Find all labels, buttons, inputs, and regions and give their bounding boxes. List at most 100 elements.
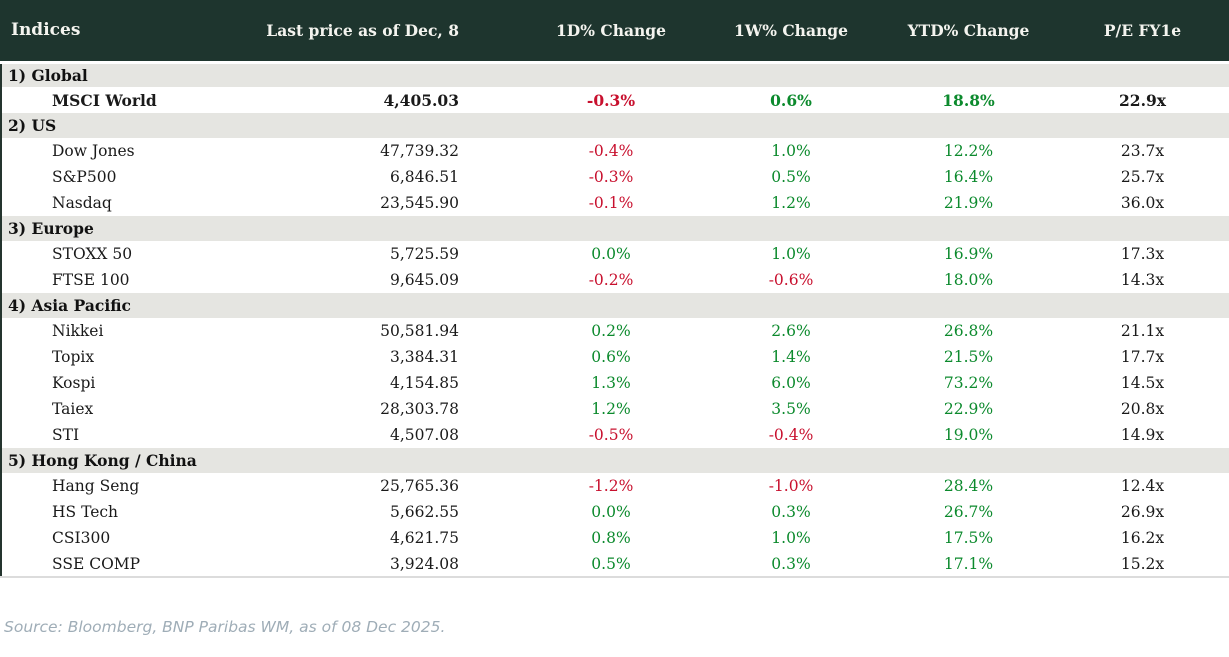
indices-table: Indices Last price as of Dec, 8 1D% Chan… xyxy=(0,0,1229,578)
index-name-cell: Taiex xyxy=(0,396,266,422)
d1-change-cell: 0.5% xyxy=(521,551,701,578)
last-price-cell: 3,924.08 xyxy=(266,551,521,578)
index-name-cell: STI xyxy=(0,422,266,448)
section-label: 4) Asia Pacific xyxy=(0,293,1229,318)
section-row: 5) Hong Kong / China xyxy=(0,448,1229,473)
column-header-1w-change: 1W% Change xyxy=(701,0,881,64)
table-row: Nikkei 50,581.94 0.2% 2.6% 26.8% 21.1x xyxy=(0,318,1229,344)
column-header-ytd-change: YTD% Change xyxy=(881,0,1056,64)
d1-change-cell: -0.4% xyxy=(521,138,701,164)
table-row: HS Tech 5,662.55 0.0% 0.3% 26.7% 26.9x xyxy=(0,499,1229,525)
table-row: SSE COMP 3,924.08 0.5% 0.3% 17.1% 15.2x xyxy=(0,551,1229,578)
w1-change-cell: 1.0% xyxy=(701,241,881,267)
table-row: S&P500 6,846.51 -0.3% 0.5% 16.4% 25.7x xyxy=(0,164,1229,190)
d1-change-cell: 0.0% xyxy=(521,499,701,525)
ytd-change-cell: 17.1% xyxy=(881,551,1056,578)
section-row: 4) Asia Pacific xyxy=(0,293,1229,318)
d1-change-cell: -0.3% xyxy=(521,87,701,113)
index-name-cell: CSI300 xyxy=(0,525,266,551)
index-name-cell: Nikkei xyxy=(0,318,266,344)
table-row: STI 4,507.08 -0.5% -0.4% 19.0% 14.9x xyxy=(0,422,1229,448)
pe-cell: 14.3x xyxy=(1056,267,1229,293)
ytd-change-cell: 17.5% xyxy=(881,525,1056,551)
w1-change-cell: 2.6% xyxy=(701,318,881,344)
table-row: FTSE 100 9,645.09 -0.2% -0.6% 18.0% 14.3x xyxy=(0,267,1229,293)
section-row: 1) Global xyxy=(0,62,1229,87)
last-price-cell: 4,154.85 xyxy=(266,370,521,396)
last-price-cell: 3,384.31 xyxy=(266,344,521,370)
ytd-change-cell: 19.0% xyxy=(881,422,1056,448)
index-name-cell: Kospi xyxy=(0,370,266,396)
section-label: 5) Hong Kong / China xyxy=(0,448,1229,473)
ytd-change-cell: 28.4% xyxy=(881,473,1056,499)
d1-change-cell: 0.6% xyxy=(521,344,701,370)
d1-change-cell: -1.2% xyxy=(521,473,701,499)
pe-cell: 23.7x xyxy=(1056,138,1229,164)
ytd-change-cell: 21.9% xyxy=(881,190,1056,216)
last-price-cell: 47,739.32 xyxy=(266,138,521,164)
last-price-cell: 25,765.36 xyxy=(266,473,521,499)
w1-change-cell: 3.5% xyxy=(701,396,881,422)
ytd-change-cell: 18.8% xyxy=(881,87,1056,113)
index-name-cell: Dow Jones xyxy=(0,138,266,164)
pe-cell: 15.2x xyxy=(1056,551,1229,578)
table-header: Indices Last price as of Dec, 8 1D% Chan… xyxy=(0,0,1229,64)
pe-cell: 26.9x xyxy=(1056,499,1229,525)
last-price-cell: 4,507.08 xyxy=(266,422,521,448)
d1-change-cell: 0.8% xyxy=(521,525,701,551)
w1-change-cell: -0.6% xyxy=(701,267,881,293)
pe-cell: 12.4x xyxy=(1056,473,1229,499)
w1-change-cell: 0.3% xyxy=(701,551,881,578)
pe-cell: 21.1x xyxy=(1056,318,1229,344)
pe-cell: 22.9x xyxy=(1056,87,1229,113)
last-price-cell: 4,405.03 xyxy=(266,87,521,113)
w1-change-cell: 1.0% xyxy=(701,138,881,164)
table-body: 1) Global MSCI World 4,405.03 -0.3% 0.6% 18.8… xyxy=(0,62,1229,578)
index-name-cell: Topix xyxy=(0,344,266,370)
table-row: Nasdaq 23,545.90 -0.1% 1.2% 21.9% 36.0x xyxy=(0,190,1229,216)
table-row: CSI300 4,621.75 0.8% 1.0% 17.5% 16.2x xyxy=(0,525,1229,551)
section-row: 2) US xyxy=(0,113,1229,138)
ytd-change-cell: 12.2% xyxy=(881,138,1056,164)
ytd-change-cell: 26.7% xyxy=(881,499,1056,525)
section-label: 3) Europe xyxy=(0,216,1229,241)
pe-cell: 17.7x xyxy=(1056,344,1229,370)
w1-change-cell: 0.3% xyxy=(701,499,881,525)
w1-change-cell: 6.0% xyxy=(701,370,881,396)
d1-change-cell: 0.2% xyxy=(521,318,701,344)
ytd-change-cell: 21.5% xyxy=(881,344,1056,370)
w1-change-cell: 1.2% xyxy=(701,190,881,216)
ytd-change-cell: 18.0% xyxy=(881,267,1056,293)
index-name-cell: STOXX 50 xyxy=(0,241,266,267)
d1-change-cell: 1.3% xyxy=(521,370,701,396)
column-header-1d-change: 1D% Change xyxy=(521,0,701,64)
index-name-cell: Nasdaq xyxy=(0,190,266,216)
w1-change-cell: 1.0% xyxy=(701,525,881,551)
pe-cell: 16.2x xyxy=(1056,525,1229,551)
last-price-cell: 23,545.90 xyxy=(266,190,521,216)
table-row: Hang Seng 25,765.36 -1.2% -1.0% 28.4% 12.4x xyxy=(0,473,1229,499)
column-header-pe-fy1e: P/E FY1e xyxy=(1056,0,1229,64)
d1-change-cell: -0.1% xyxy=(521,190,701,216)
w1-change-cell: 0.5% xyxy=(701,164,881,190)
index-name-cell: S&P500 xyxy=(0,164,266,190)
ytd-change-cell: 26.8% xyxy=(881,318,1056,344)
ytd-change-cell: 16.9% xyxy=(881,241,1056,267)
table-row: Kospi 4,154.85 1.3% 6.0% 73.2% 14.5x xyxy=(0,370,1229,396)
index-name-cell: SSE COMP xyxy=(0,551,266,578)
section-label: 2) US xyxy=(0,113,1229,138)
pe-cell: 25.7x xyxy=(1056,164,1229,190)
pe-cell: 17.3x xyxy=(1056,241,1229,267)
column-header-indices: Indices xyxy=(0,0,266,64)
index-name-cell: HS Tech xyxy=(0,499,266,525)
last-price-cell: 6,846.51 xyxy=(266,164,521,190)
pe-cell: 20.8x xyxy=(1056,396,1229,422)
w1-change-cell: -0.4% xyxy=(701,422,881,448)
index-name-cell: MSCI World xyxy=(0,87,266,113)
pe-cell: 14.5x xyxy=(1056,370,1229,396)
last-price-cell: 5,662.55 xyxy=(266,499,521,525)
table-row: Dow Jones 47,739.32 -0.4% 1.0% 12.2% 23.7x xyxy=(0,138,1229,164)
section-label: 1) Global xyxy=(0,62,1229,87)
d1-change-cell: -0.2% xyxy=(521,267,701,293)
column-header-last-price: Last price as of Dec, 8 xyxy=(266,0,521,64)
